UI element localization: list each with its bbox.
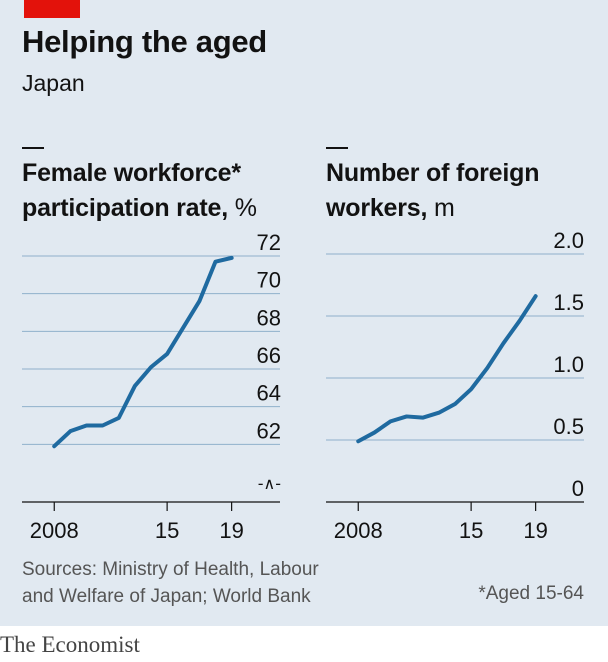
brand-red-tag xyxy=(24,0,80,18)
right-y-tick-label: 0 xyxy=(572,476,584,501)
left-y-tick-label: 62 xyxy=(257,418,281,443)
left-y-tick-label: 72 xyxy=(257,230,281,255)
footnote: *Aged 15-64 xyxy=(478,583,584,604)
left-axis-break-symbol: -∧- xyxy=(258,474,281,493)
left-x-tick-label: 19 xyxy=(219,518,243,543)
sources-note: Sources: Ministry of Health, Labour and … xyxy=(22,556,319,610)
left-panel-title: Female workforce* participation rate, % xyxy=(22,156,257,226)
left-x-tick-label: 2008 xyxy=(30,518,79,543)
right-panel-unit: m xyxy=(433,194,455,222)
chart-card: Helping the aged Japan Female workforce*… xyxy=(0,0,608,626)
left-panel-unit: % xyxy=(234,194,257,222)
left-panel-title-line2: participation rate, % xyxy=(22,191,257,226)
left-y-tick-label: 64 xyxy=(257,381,281,406)
right-x-tick-label: 2008 xyxy=(334,518,383,543)
right-y-tick-label: 1.5 xyxy=(553,290,584,315)
left-x-tick-label: 15 xyxy=(155,518,179,543)
left-y-tick-label: 68 xyxy=(257,305,281,330)
right-panel-title-line1: Number of foreign xyxy=(326,159,540,187)
left-y-tick-label: 70 xyxy=(257,268,281,293)
right-x-tick-label: 15 xyxy=(459,518,483,543)
right-y-tick-label: 1.0 xyxy=(553,352,584,377)
right-panel-title-text: workers, xyxy=(326,194,428,222)
sources-line1: Sources: Ministry of Health, Labour xyxy=(22,559,319,580)
left-panel-title-text: participation rate, xyxy=(22,194,228,222)
right-panel-title: Number of foreign workers, m xyxy=(326,156,539,226)
brand-wordmark: The Economist xyxy=(0,632,140,657)
right-panel-rule xyxy=(326,147,348,149)
right-y-tick-label: 2.0 xyxy=(553,228,584,253)
right-x-tick-label: 19 xyxy=(523,518,547,543)
right-y-tick-label: 0.5 xyxy=(553,414,584,439)
right-series-line xyxy=(356,294,538,444)
charts-svg: 72 70 68 66 64 62 -∧- 2008 15 19 2.0 1.5 1.0 0.5 0 2008… xyxy=(22,228,584,543)
left-series-line xyxy=(52,255,234,449)
sources-line2: and Welfare of Japan; World Bank xyxy=(22,586,311,607)
left-panel-rule xyxy=(22,147,44,149)
left-panel-title-line1: Female workforce* xyxy=(22,159,241,187)
right-panel-title-line2: workers, m xyxy=(326,191,539,226)
chart-title: Helping the aged xyxy=(22,24,267,59)
left-y-tick-label: 66 xyxy=(257,343,281,368)
chart-subtitle: Japan xyxy=(22,70,85,96)
